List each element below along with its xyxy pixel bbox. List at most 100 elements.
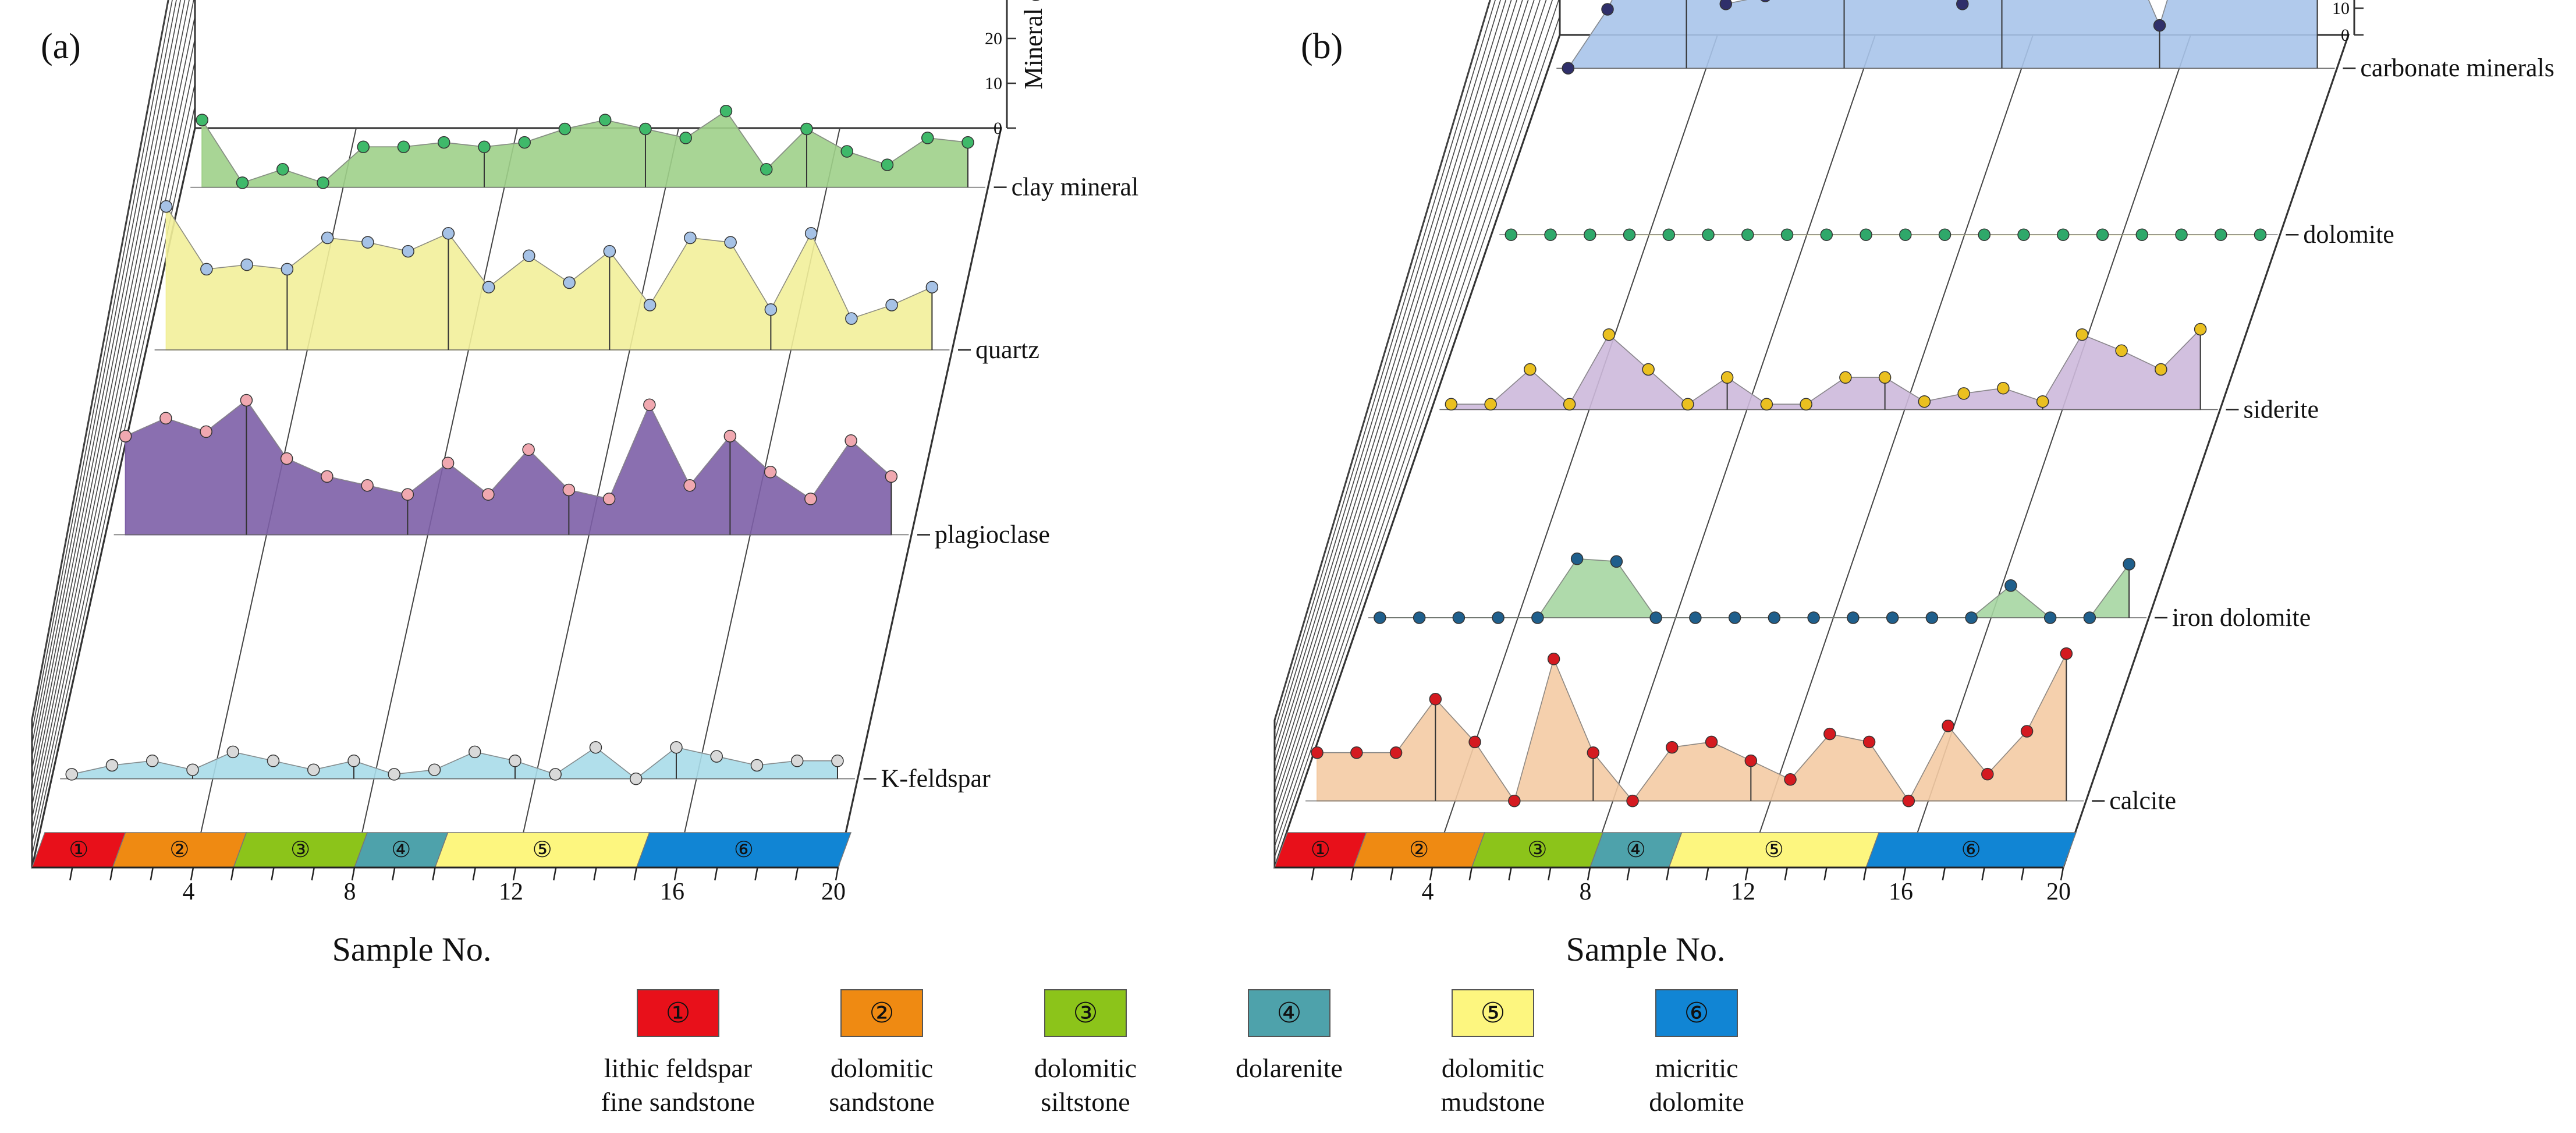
x-tick bbox=[2021, 867, 2025, 881]
x-tick-label: 12 bbox=[499, 879, 523, 905]
series-line bbox=[201, 110, 968, 183]
data-point bbox=[2194, 323, 2207, 336]
x-tick bbox=[190, 867, 194, 881]
wall-gridline bbox=[1274, 0, 1501, 742]
data-point bbox=[1623, 228, 1636, 241]
data-point bbox=[881, 158, 894, 171]
x-tick-label: 20 bbox=[821, 879, 846, 905]
data-point bbox=[1563, 398, 1576, 411]
data-point bbox=[65, 768, 78, 781]
legend-label-line: dolomitic bbox=[1442, 1053, 1544, 1083]
data-point bbox=[760, 163, 773, 176]
x-tick bbox=[1942, 867, 1946, 881]
data-point bbox=[639, 122, 652, 136]
x-tick bbox=[271, 867, 275, 881]
data-point bbox=[361, 479, 374, 492]
x-tick bbox=[69, 867, 73, 881]
data-point bbox=[1878, 371, 1892, 384]
data-point bbox=[885, 299, 898, 311]
x-tick-label: 4 bbox=[1422, 879, 1434, 905]
data-point bbox=[790, 755, 804, 767]
data-point bbox=[831, 755, 844, 767]
data-point bbox=[724, 236, 737, 249]
data-point bbox=[643, 398, 656, 411]
x-tick bbox=[1626, 867, 1630, 881]
data-point bbox=[1823, 727, 1836, 741]
legend-label-line: dolarenite bbox=[1236, 1053, 1343, 1083]
data-point bbox=[1902, 794, 1915, 808]
legend-code: ④ bbox=[1276, 998, 1301, 1029]
x-tick bbox=[109, 867, 113, 881]
data-point bbox=[482, 488, 495, 501]
legend-label-line: fine sandstone bbox=[601, 1087, 755, 1117]
x-tick bbox=[1744, 867, 1749, 881]
x-tick bbox=[150, 867, 154, 881]
data-point bbox=[764, 465, 777, 479]
data-point bbox=[1445, 398, 1458, 411]
data-point bbox=[1760, 0, 1770, 2]
x-tick bbox=[392, 867, 396, 881]
data-point bbox=[1374, 611, 1386, 624]
wall-gridline bbox=[31, 0, 177, 745]
series-name-label: siderite bbox=[2244, 395, 2319, 424]
wall-gridline bbox=[1274, 0, 1547, 826]
data-point bbox=[1784, 773, 1797, 786]
data-point bbox=[1981, 767, 1994, 781]
data-point bbox=[236, 176, 249, 189]
series-name-label: clay mineral bbox=[1012, 173, 1139, 201]
data-point bbox=[442, 227, 455, 240]
panel-label: (b) bbox=[1301, 27, 1343, 66]
legend-code: ⑤ bbox=[1480, 998, 1505, 1029]
legend-swatch bbox=[637, 989, 719, 1037]
data-point bbox=[146, 755, 159, 767]
data-point bbox=[1978, 228, 1991, 241]
wall-gridline bbox=[1274, 0, 1553, 837]
data-point bbox=[267, 755, 280, 767]
data-point bbox=[321, 231, 334, 245]
y-tick-label: 10 bbox=[2332, 0, 2350, 18]
wall-gridline bbox=[1274, 0, 1535, 805]
data-point bbox=[159, 412, 172, 425]
data-point bbox=[1862, 735, 1876, 749]
data-point bbox=[563, 276, 576, 289]
legend-label-line: micritic bbox=[1655, 1053, 1738, 1083]
x-tick bbox=[794, 867, 799, 881]
x-tick bbox=[673, 867, 678, 881]
wall-gridline bbox=[1274, 0, 1541, 815]
data-point bbox=[200, 263, 213, 276]
x-tick bbox=[1666, 867, 1670, 881]
data-point bbox=[921, 132, 934, 144]
data-point bbox=[105, 759, 119, 772]
series-name-label: iron dolomite bbox=[2172, 603, 2311, 632]
data-point bbox=[321, 470, 333, 483]
data-point bbox=[1452, 611, 1466, 624]
data-point bbox=[119, 430, 132, 442]
y-axis-label: Mineral content/% bbox=[1019, 0, 1048, 89]
y-tick-label: 30 bbox=[985, 0, 1002, 3]
legend-label-line: dolomite bbox=[1649, 1087, 1744, 1117]
x-tick bbox=[553, 867, 557, 881]
data-point bbox=[361, 236, 374, 249]
x-tick bbox=[1548, 867, 1552, 881]
series-name-label: carbonate minerals bbox=[2360, 54, 2554, 82]
x-axis-label: Sample No. bbox=[332, 930, 492, 968]
data-point bbox=[522, 443, 535, 456]
legend-label-line: dolomitic bbox=[1034, 1053, 1137, 1083]
x-tick bbox=[2060, 867, 2064, 881]
lithology-band-code: ④ bbox=[1626, 838, 1646, 862]
chart-panel-a: (a)0102030405060Mineral content/%①②③④⑤⑥4… bbox=[31, 0, 1139, 968]
lithology-band-code: ① bbox=[69, 838, 88, 862]
data-point bbox=[679, 132, 692, 144]
data-point bbox=[1760, 398, 1773, 411]
lithology-band-code: ② bbox=[169, 838, 189, 862]
data-point bbox=[281, 263, 294, 276]
data-point bbox=[1642, 363, 1655, 376]
lithology-band-code: ⑤ bbox=[533, 838, 552, 862]
x-tick bbox=[1587, 867, 1591, 881]
lithology-band-code: ② bbox=[1409, 838, 1429, 862]
series-line bbox=[125, 399, 892, 500]
data-point bbox=[1601, 3, 1614, 16]
data-point bbox=[1768, 611, 1781, 624]
y-tick-label: 0 bbox=[2341, 26, 2350, 45]
data-point bbox=[2017, 228, 2030, 241]
